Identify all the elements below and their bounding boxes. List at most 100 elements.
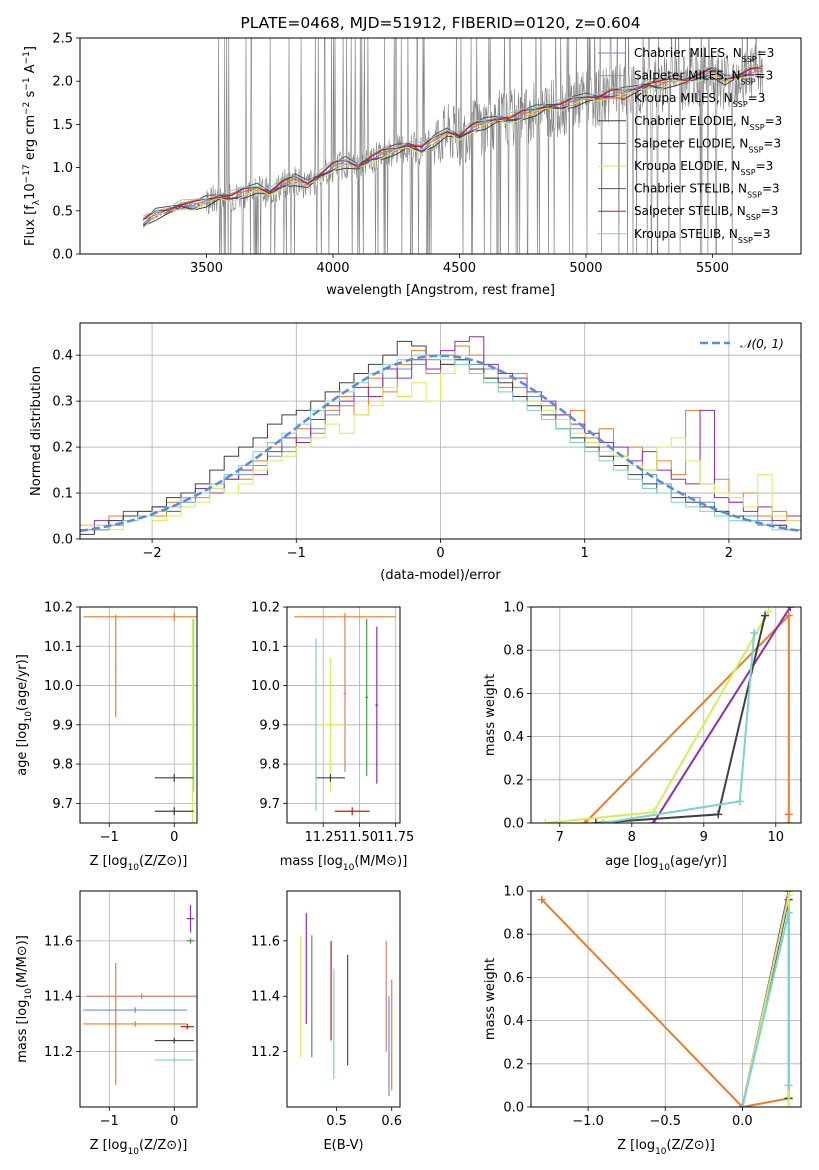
- y-tick-label: 0.5: [52, 204, 73, 219]
- y-tick-label: 0.0: [52, 533, 73, 548]
- residuals-axes: −2 −1 0 1 2 0.0 0.1 0.2 0.3 0.4: [52, 323, 801, 561]
- y-tick-label: 0.6: [503, 687, 524, 702]
- massweight-vs-age-xlabel: age [log10(age/yr)]: [605, 854, 727, 873]
- weight-marker: [750, 628, 759, 637]
- age-vs-mass-xlabel: mass [log10(M/M⊙)]: [280, 854, 408, 873]
- massweight-vs-z-ylabel: mass weight: [483, 958, 498, 1040]
- x-tick-label: 9: [700, 830, 708, 845]
- x-tick-label: −0.5: [649, 1114, 681, 1129]
- model-line-8: [142, 66, 764, 220]
- y-tick-label: 1.0: [52, 161, 73, 176]
- mass-vs-z-plot-area: [83, 904, 197, 1085]
- y-tick-label: 0.4: [52, 349, 73, 364]
- weight-line-1: [584, 613, 790, 823]
- y-tick-label: 2.0: [52, 75, 73, 90]
- residuals-xlabel: (data-model)/error: [380, 568, 501, 583]
- weight-marker: [537, 895, 546, 904]
- x-tick-label: 5500: [696, 261, 729, 276]
- massweight-vs-age-axes: 7 8 9 10 0.0 0.2 0.4 0.6 0.8 1.0: [503, 601, 801, 845]
- weight-line-5: [741, 912, 790, 1107]
- residuals-frame: [79, 322, 802, 540]
- y-tick-label: 10.0: [251, 679, 280, 694]
- y-tick-label: 0.4: [503, 1014, 524, 1029]
- weight-marker: [784, 1103, 793, 1107]
- y-tick-label: 1.0: [503, 885, 524, 900]
- mass-vs-ebv-plot-area: [300, 913, 393, 1096]
- y-tick-label: 0.1: [52, 487, 73, 502]
- x-tick-label: 2: [725, 546, 733, 561]
- y-tick-label: 10.1: [251, 640, 280, 655]
- y-tick-label: 11.2: [44, 1045, 73, 1060]
- weight-line-2: [652, 607, 792, 823]
- x-tick-label: −1.0: [572, 1114, 604, 1129]
- residuals-ylabel: Normed distribution: [29, 366, 44, 496]
- y-tick-label: 10.0: [44, 679, 73, 694]
- y-tick-label: 0.3: [52, 395, 73, 410]
- x-tick-label: 0: [170, 1114, 178, 1129]
- massweight-vs-age-plot-area: [541, 607, 795, 823]
- y-tick-label: 0.2: [503, 1057, 524, 1072]
- weight-marker: [784, 908, 793, 917]
- x-tick-label: 7: [556, 830, 564, 845]
- legend-label-8: Salpeter STELIB, NSSP=3: [634, 204, 778, 222]
- age-vs-z-frame: [79, 606, 198, 824]
- legend-label-1: Chabrier MILES, NSSP=3: [634, 46, 774, 64]
- weight-marker: [649, 819, 658, 823]
- y-tick-label: 9.8: [259, 758, 280, 773]
- legend-label-6: Kroupa ELODIE, NSSP=3: [634, 159, 773, 177]
- y-tick-label: 9.9: [259, 718, 280, 733]
- histogram-series-6: [80, 354, 801, 531]
- massweight-vs-z-plot-area: [537, 891, 793, 1107]
- y-tick-label: 0.2: [503, 773, 524, 788]
- x-tick-label: 0.0: [732, 1114, 753, 1129]
- y-tick-label: 11.2: [251, 1045, 280, 1060]
- mass-vs-z-ylabel: mass [log10(M/M⊙)]: [15, 935, 34, 1063]
- weight-marker: [784, 1081, 793, 1090]
- y-tick-label: 0.6: [503, 971, 524, 986]
- weight-marker: [599, 819, 607, 823]
- mass-vs-ebv-xlabel: E(B-V): [323, 1138, 363, 1153]
- weight-marker: [784, 891, 793, 900]
- model-line-6: [142, 72, 764, 229]
- x-tick-label: −1: [287, 546, 306, 561]
- age-vs-z-xlabel: Z [log10(Z/Z⊙)]: [90, 854, 188, 873]
- weight-marker: [761, 611, 769, 620]
- legend-gaussian-label: 𝒩(0, 1): [740, 337, 784, 351]
- x-tick-label: 1: [581, 546, 589, 561]
- y-tick-label: 0.0: [52, 248, 73, 263]
- weight-marker: [714, 810, 723, 819]
- x-tick-label: 11.50: [341, 830, 378, 845]
- y-tick-label: 10.2: [251, 601, 280, 616]
- x-tick-label: 10: [768, 830, 785, 845]
- residuals-plot-area: [80, 336, 801, 535]
- age-vs-z-plot-area: [83, 612, 197, 823]
- age-vs-z-axes: −1 0 9.7 9.8 9.9 10.0 10.1 10.2: [44, 601, 197, 845]
- weight-marker: [738, 1103, 747, 1107]
- model-line-9: [143, 64, 764, 217]
- y-tick-label: 0.8: [503, 644, 524, 659]
- spectrum-frame: [79, 37, 802, 255]
- gaussian-curve: [80, 354, 801, 533]
- y-tick-label: 0.0: [503, 1101, 524, 1116]
- y-tick-label: 11.6: [251, 934, 280, 949]
- y-tick-label: 0.4: [503, 730, 524, 745]
- x-tick-label: 3500: [190, 261, 223, 276]
- weight-marker: [784, 810, 793, 819]
- massweight-vs-age-frame: [530, 606, 802, 824]
- weight-marker: [764, 607, 773, 616]
- spectrum-axes: 3500 4000 4500 5000 5500 0.0 0.5 1.0 1.5 2.0 2.5: [52, 32, 729, 277]
- y-tick-label: 9.7: [52, 797, 73, 812]
- y-tick-label: 1.0: [503, 601, 524, 616]
- mass-vs-z-axes: −1 0 11.2 11.4 11.6: [44, 891, 197, 1129]
- x-tick-label: 11.25: [305, 830, 342, 845]
- histogram-series-4: [80, 363, 801, 531]
- legend-label-9: Kroupa STELIB, NSSP=3: [634, 227, 771, 245]
- x-tick-label: −1: [100, 1114, 119, 1129]
- legend-label-3: Kroupa MILES, NSSP=3: [634, 91, 765, 109]
- x-tick-label: 0: [170, 830, 178, 845]
- weight-marker: [581, 819, 589, 823]
- y-tick-label: 11.4: [44, 990, 73, 1005]
- y-tick-label: 2.5: [52, 32, 73, 47]
